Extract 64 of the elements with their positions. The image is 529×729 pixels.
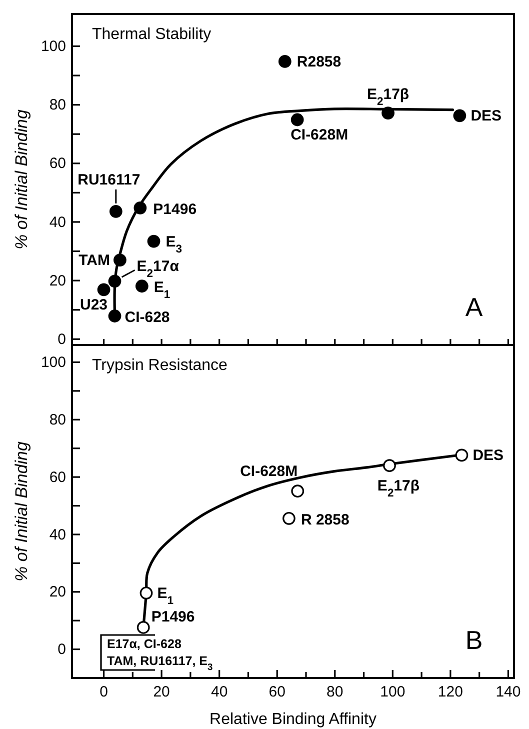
point <box>114 254 126 266</box>
point <box>108 274 122 288</box>
annotation: R 2858 <box>300 511 350 528</box>
y-axis-title: % of Initial Binding <box>12 109 31 250</box>
y-tick-label: 60 <box>49 155 66 172</box>
x-tick-label: 140 <box>496 684 521 701</box>
annotation: A <box>465 292 484 322</box>
y-axis-title: % of Initial Binding <box>12 441 31 582</box>
point <box>135 280 148 293</box>
point <box>290 113 304 126</box>
y-tick-label: 20 <box>49 272 66 290</box>
y-tick-label: 60 <box>49 468 66 486</box>
annotation: B <box>465 625 483 655</box>
point <box>382 106 394 120</box>
y-tick-label: 80 <box>49 411 66 428</box>
annotation: E$_{2}$17β <box>377 478 420 500</box>
x-tick-label: 20 <box>153 684 170 701</box>
x-tick-label: 100 <box>380 684 406 701</box>
point <box>282 512 296 525</box>
text: Trypsin Resistance <box>92 357 228 374</box>
y-tick-label: 100 <box>40 38 66 56</box>
annotation: E$_{2}$17β <box>366 86 410 108</box>
annotation: U23 <box>80 296 108 314</box>
annotation: CI-628 <box>124 309 170 326</box>
annotation: E$_{1}$ <box>154 279 170 302</box>
y-tick-label: 80 <box>49 96 66 114</box>
annotation: DES <box>470 108 502 125</box>
annotation: RU16117 <box>78 171 140 188</box>
x-tick-label: 0 <box>100 684 108 701</box>
annotation: R2858 <box>296 53 342 70</box>
y-tick-label: 0 <box>58 641 66 658</box>
point <box>108 310 122 322</box>
x-axis-title: Relative Binding Affinity <box>210 711 376 728</box>
annotation: CI-628M <box>290 126 348 144</box>
point <box>147 234 160 248</box>
y-tick-label: 40 <box>49 526 66 544</box>
point <box>97 283 110 296</box>
y-tick-label: 40 <box>49 214 66 231</box>
x-tick-label: 60 <box>268 684 286 701</box>
x-tick-label: 120 <box>438 684 463 701</box>
point <box>134 201 147 214</box>
point <box>383 459 396 472</box>
y-tick-label: 0 <box>58 330 66 348</box>
point <box>109 204 122 218</box>
x-tick-label: 80 <box>326 684 344 701</box>
point <box>278 55 292 68</box>
x-tick-label: 40 <box>210 684 228 701</box>
annotation: E$_{2}$17α <box>136 258 180 280</box>
point <box>291 484 304 498</box>
y-tick-label: 20 <box>49 584 66 601</box>
annotation: CI-628M <box>240 463 298 480</box>
annotation: P1496 <box>153 200 197 218</box>
annotation: E17α, CI-628 TAM, RU16117, E$_{3}$ <box>107 637 213 672</box>
annotation: TAM <box>78 252 110 270</box>
point <box>453 109 466 122</box>
annotation: P1496 <box>151 608 195 626</box>
y-tick-label: 100 <box>40 354 66 372</box>
text: Thermal Stability <box>92 26 212 43</box>
point <box>140 586 153 600</box>
annotation: E$_{3}$ <box>166 233 182 256</box>
annotation: E$_{1}$ <box>157 585 174 608</box>
point <box>455 448 468 462</box>
annotation: DES <box>472 447 504 464</box>
point <box>136 621 150 634</box>
